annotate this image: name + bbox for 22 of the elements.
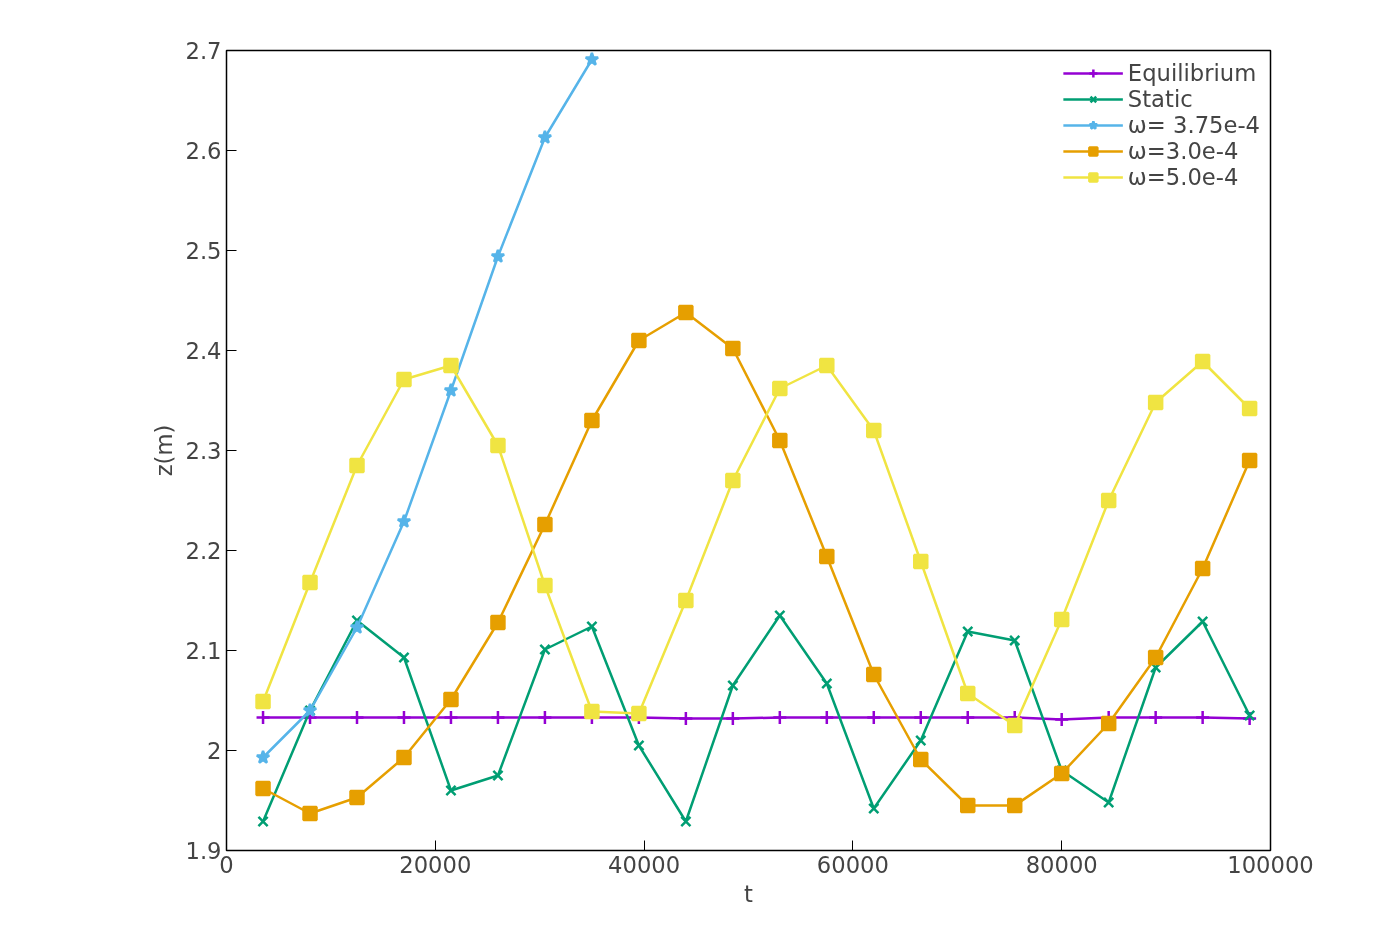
y-tick-label: 1.9 [185,838,222,864]
y-tick-label: 2.1 [185,638,222,664]
legend-label: ω= 3.75e-4 [1127,112,1260,138]
y-tick-label: 2 [207,738,222,764]
y-tick-label: 2.4 [185,338,222,364]
legend-label: Equilibrium [1127,60,1257,86]
y-tick-label: 2.5 [185,238,222,264]
x-tick-label: 100000 [1227,851,1314,878]
y-tick-label: 2.2 [185,538,222,564]
x-tick-label: 80000 [1025,851,1098,878]
y-tick-label: 2.3 [185,438,222,464]
legend-label: Static [1127,86,1193,112]
legend-label: ω=3.0e-4 [1127,138,1239,164]
x-axis-title: t [744,880,754,907]
y-tick-label: 2.6 [185,138,222,164]
x-tick-label: 20000 [399,851,472,878]
x-tick-label: 60000 [816,851,889,878]
y-axis-title: z(m) [151,424,178,477]
y-tick-label: 2.7 [185,38,222,64]
legend-label: ω=5.0e-4 [1127,164,1239,190]
x-tick-label: 0 [219,851,234,878]
x-tick-label: 40000 [608,851,681,878]
